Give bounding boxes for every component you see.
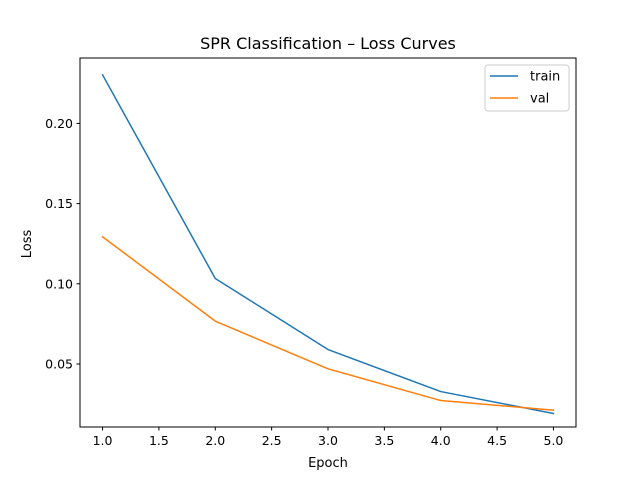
legend-label-train: train xyxy=(530,70,560,85)
plot-frame xyxy=(79,57,577,428)
x-tick-label: 3.5 xyxy=(374,433,394,448)
x-tick-label: 4.5 xyxy=(487,433,507,448)
y-tick-label: 0.20 xyxy=(45,116,73,131)
x-axis-label: Epoch xyxy=(308,456,348,471)
x-tick-label: 5.0 xyxy=(544,433,564,448)
series-line-train xyxy=(101,73,555,415)
x-tick-label: 2.0 xyxy=(205,433,225,448)
y-ticks: 0.05 0.10 0.15 0.20 xyxy=(45,116,80,371)
x-tick-label: 4.0 xyxy=(431,433,451,448)
x-tick-label: 1.5 xyxy=(149,433,169,448)
y-tick-label: 0.05 xyxy=(45,356,73,371)
series-line-val xyxy=(101,235,555,411)
chart-title: SPR Classification – Loss Curves xyxy=(200,34,456,53)
x-tick-label: 1.0 xyxy=(93,433,113,448)
legend: train val xyxy=(484,64,570,112)
x-ticks: 1.0 1.5 2.0 2.5 3.0 3.5 4.0 4.5 5.0 xyxy=(93,427,564,448)
x-tick-label: 2.5 xyxy=(262,433,282,448)
y-tick-label: 0.10 xyxy=(45,276,73,291)
y-tick-label: 0.15 xyxy=(45,196,73,211)
x-tick-label: 3.0 xyxy=(318,433,338,448)
series-lines xyxy=(101,73,555,415)
y-axis-label: Loss xyxy=(20,230,35,259)
legend-label-val: val xyxy=(530,92,549,107)
